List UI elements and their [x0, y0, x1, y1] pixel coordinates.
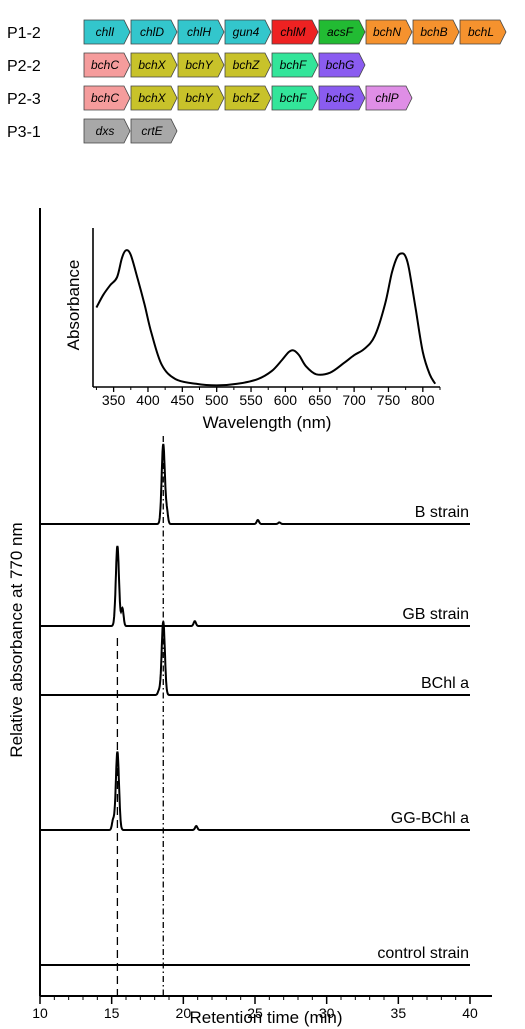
- x-axis-title: Retention time (min): [189, 1008, 342, 1027]
- gene-arrow-bchy: [177, 85, 225, 111]
- gene-arrow-bchx: [130, 85, 178, 111]
- cluster-label-p1-2: P1-2: [7, 25, 41, 42]
- cluster-label-p2-3: P2-3: [7, 91, 41, 108]
- trace-label-gg-bchl-a: GG-BChl a: [391, 810, 469, 827]
- inset-x-tick-label: 450: [171, 392, 195, 408]
- gene-arrow-bchg: [318, 52, 366, 78]
- gene-label-crte: crtE: [141, 124, 163, 138]
- gene-label-chli: chlI: [96, 25, 115, 39]
- gene-arrow-acsf: [318, 19, 366, 45]
- reference-lines: [116, 436, 164, 996]
- gene-label-gun4: gun4: [233, 25, 260, 39]
- cluster-label-p2-2: P2-2: [7, 58, 41, 75]
- trace-gb-strain: [40, 545, 470, 627]
- trace-label-bchl-a: BChl a: [421, 675, 469, 692]
- gene-label-bchy: bchY: [185, 58, 213, 72]
- gene-label-bchx: bchX: [138, 58, 166, 72]
- gene-arrow-gun4: [224, 19, 272, 45]
- gene-label-bchy: bchY: [185, 91, 213, 105]
- gene-arrow-chlh: [177, 19, 225, 45]
- x-tick-label: 35: [391, 1005, 407, 1021]
- chromatogram-traces: B strain GB strain BChl a GG-BChl a control …: [40, 443, 470, 966]
- gene-arrow-bchb: [412, 19, 460, 45]
- trace-bchl-a: [40, 621, 470, 696]
- absorbance-spectrum-line: [95, 249, 437, 387]
- gene-label-bchx: bchX: [138, 91, 166, 105]
- gene-arrow-dxs: [83, 118, 131, 144]
- inset-x-tick-label: 550: [239, 392, 263, 408]
- gene-label-chlh: chlH: [187, 25, 211, 39]
- gene-arrow-bchl: [459, 19, 507, 45]
- inset-x-tick-label: 700: [342, 392, 366, 408]
- gene-label-chlm: chlM: [280, 25, 305, 39]
- gene-label-bchf: bchF: [280, 91, 307, 105]
- gene-arrow-bchz: [224, 85, 272, 111]
- x-axis-ticks: 10 15 20 25 30 35 40: [32, 996, 478, 1021]
- gene-label-bchc: bchC: [91, 91, 119, 105]
- inset-x-tick-label: 800: [411, 392, 435, 408]
- x-tick-label: 40: [462, 1005, 478, 1021]
- gene-arrow-chlp: [365, 85, 413, 111]
- gene-arrow-chld: [130, 19, 178, 45]
- trace-b-strain: [40, 443, 470, 525]
- gene-arrow-bchn: [365, 19, 413, 45]
- x-tick-label: 15: [104, 1005, 120, 1021]
- x-tick-label: 25: [247, 1005, 263, 1021]
- gene-label-bchb: bchB: [420, 25, 447, 39]
- gene-arrow-bchz: [224, 52, 272, 78]
- gene-label-bchz: bchZ: [233, 58, 260, 72]
- gene-arrow-bchf: [271, 52, 319, 78]
- inset-x-tick-label: 500: [205, 392, 229, 408]
- gene-label-bchz: bchZ: [233, 91, 260, 105]
- inset-y-axis-title: Absorbance: [64, 260, 83, 351]
- gene-label-bchn: bchN: [373, 25, 401, 39]
- gene-arrow-bchg: [318, 85, 366, 111]
- trace-label-b-strain: B strain: [415, 504, 469, 521]
- gene-arrow-chlm: [271, 19, 319, 45]
- x-tick-label: 10: [32, 1005, 48, 1021]
- inset-x-tick-label: 400: [136, 392, 160, 408]
- gene-arrow-crte: [130, 118, 178, 144]
- trace-label-control-strain: control strain: [377, 945, 469, 962]
- gene-arrow-bchy: [177, 52, 225, 78]
- gene-label-dxs: dxs: [96, 124, 115, 138]
- gene-arrow-bchc: [83, 52, 131, 78]
- gene-arrow-bchc: [83, 85, 131, 111]
- x-tick-label: 20: [176, 1005, 192, 1021]
- inset-x-axis-title: Wavelength (nm): [203, 413, 332, 432]
- inset-x-axis-ticks: 350 400 450 500 550 600 650 700 750 800: [95, 387, 441, 408]
- chromatogram-chart: B strain GB strain BChl a GG-BChl a control …: [7, 208, 492, 1027]
- gene-label-bchc: bchC: [91, 58, 119, 72]
- gene-arrow-bchf: [271, 85, 319, 111]
- gene-label-chld: chlD: [140, 25, 164, 39]
- absorbance-spectrum-inset: 350 400 450 500 550 600 650 700 750 800 Wavelengt…: [64, 228, 441, 432]
- y-axis-title: Relative absorbance at 770 nm: [7, 522, 26, 757]
- trace-label-gb-strain: GB strain: [402, 606, 469, 623]
- gene-label-chlp: chlP: [375, 91, 398, 105]
- inset-x-tick-label: 750: [377, 392, 401, 408]
- gene-label-bchg: bchG: [326, 91, 355, 105]
- cluster-label-p3-1: P3-1: [7, 124, 41, 141]
- gene-label-bchl: bchL: [468, 25, 494, 39]
- gene-cluster-diagram: P1-2 chlI chlD chlH gun4 chlM acsF bchN bchB bchL…: [7, 19, 507, 144]
- inset-x-tick-label: 650: [308, 392, 332, 408]
- gene-label-acsf: acsF: [327, 25, 354, 39]
- inset-x-tick-label: 350: [102, 392, 126, 408]
- inset-x-tick-label: 600: [274, 392, 298, 408]
- gene-label-bchg: bchG: [326, 58, 355, 72]
- x-tick-label: 30: [319, 1005, 335, 1021]
- gene-label-bchf: bchF: [280, 58, 307, 72]
- gene-arrow-bchx: [130, 52, 178, 78]
- trace-gg-bchl-a: [40, 751, 470, 831]
- gene-arrow-chli: [83, 19, 131, 45]
